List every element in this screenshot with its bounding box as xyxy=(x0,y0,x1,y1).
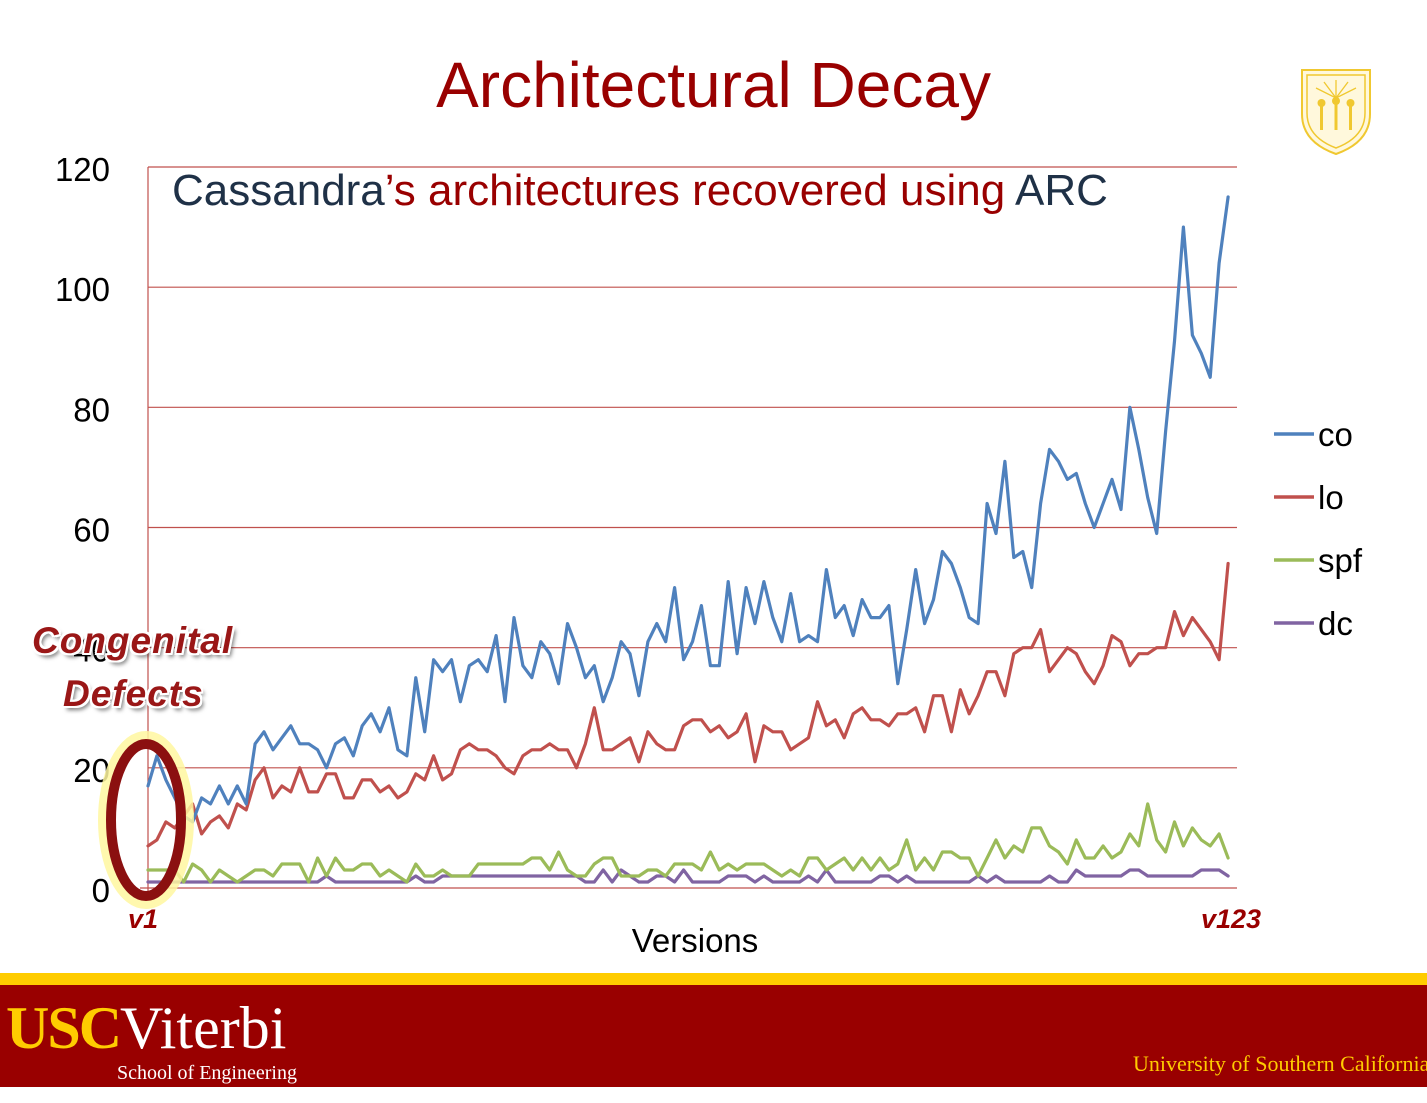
legend-label-dc: dc xyxy=(1318,605,1353,642)
chart-title: Cassandra’s architectures recovered usin… xyxy=(172,166,1108,216)
y-tick-label-120: 120 xyxy=(55,151,110,188)
legend: co lo spf dc xyxy=(1274,416,1363,642)
slide-title: Architectural Decay xyxy=(436,49,991,121)
chart-title-part2: ’s architectures recovered using xyxy=(384,166,1015,215)
chart-title-part3: ARC xyxy=(1014,166,1108,215)
congenital-defects-ellipse xyxy=(98,731,194,909)
y-tick-label-0: 0 xyxy=(92,872,110,909)
series-line-co xyxy=(146,195,1230,824)
school-name: School of Engineering xyxy=(117,1062,297,1084)
footer-red-bar xyxy=(0,985,1427,1087)
series-line-dc xyxy=(146,868,1230,884)
x-axis-title: Versions xyxy=(631,922,759,959)
chart-title-part1: Cassandra xyxy=(172,166,385,215)
callout-defects: Defects xyxy=(63,673,204,714)
y-tick-label-80: 80 xyxy=(73,391,110,428)
gridlines xyxy=(148,166,1237,769)
usc-viterbi-logo: USCViterbi xyxy=(6,998,286,1058)
callout-congenital: Congenital xyxy=(32,620,234,661)
series-line-lo xyxy=(146,561,1230,848)
series-lines xyxy=(146,195,1230,884)
university-name: University of Southern California xyxy=(1133,1051,1427,1076)
axes xyxy=(140,167,1237,896)
y-tick-label-100: 100 xyxy=(55,271,110,308)
footer-bottom-strip xyxy=(0,1087,1427,1103)
series-line-spf xyxy=(146,802,1230,884)
logo-usc: USC xyxy=(6,995,122,1061)
legend-label-spf: spf xyxy=(1318,542,1363,579)
usc-seal-icon xyxy=(1301,69,1371,156)
last-version-label: v123 xyxy=(1201,904,1262,934)
footer-gold-bar xyxy=(0,973,1427,985)
logo-viterbi: Viterbi xyxy=(120,995,287,1061)
first-version-label: v1 xyxy=(128,904,159,934)
legend-label-co: co xyxy=(1318,416,1353,453)
y-tick-label-60: 60 xyxy=(73,512,110,549)
y-tick-label-40: 40 xyxy=(73,632,110,669)
legend-label-lo: lo xyxy=(1318,479,1344,516)
